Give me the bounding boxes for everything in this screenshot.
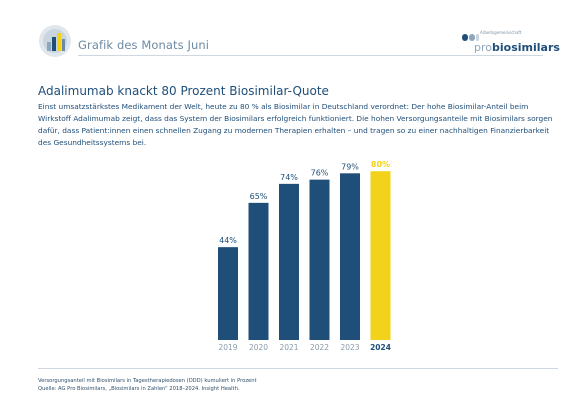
data-label-2023: 79%	[341, 162, 359, 171]
data-label-2021: 74%	[280, 173, 298, 182]
footnote-line-1: Versorgungsanteil mit Biosimilars in Tag…	[38, 378, 257, 384]
data-label-2019: 44%	[219, 236, 237, 245]
logo-subtitle: Arbeitsgemeinschaft	[480, 30, 522, 35]
x-tick-2024: 2024	[370, 343, 391, 352]
logo-wordmark-pro: pro	[474, 41, 492, 54]
article-title: Adalimumab knackt 80 Prozent Biosimilar-…	[38, 84, 329, 98]
x-tick-2022: 2022	[310, 343, 329, 352]
bar-2023	[340, 173, 360, 340]
header-title: Grafik des Monats Juni	[78, 38, 210, 52]
header-divider	[78, 55, 543, 56]
x-tick-2020: 2020	[249, 343, 268, 352]
logo-dot-navy	[462, 34, 468, 41]
x-tick-2021: 2021	[279, 343, 298, 352]
bar-2020	[248, 202, 269, 340]
footer-divider	[38, 368, 558, 369]
bar-2022	[309, 179, 330, 340]
page-header: Grafik des Monats Juni Arbeitsgemeinscha…	[0, 0, 586, 70]
x-tick-2023: 2023	[340, 343, 359, 352]
data-label-2022: 76%	[311, 169, 329, 178]
x-tick-2019: 2019	[218, 343, 237, 352]
data-label-2024: 80%	[371, 160, 390, 169]
logo-dot-gray	[469, 34, 475, 41]
chart-logo-icon	[39, 25, 71, 57]
footnote: Versorgungsanteil mit Biosimilars in Tag…	[38, 377, 257, 393]
bar-2019	[218, 247, 238, 340]
logo-wordmark: probiosimilars	[474, 41, 560, 54]
logo-wordmark-biosimilars: biosimilars	[492, 41, 560, 54]
bar-2024	[370, 171, 391, 340]
article-description: Einst umsatzstärkstes Medikament der Wel…	[38, 102, 553, 147]
logo-dot-light	[476, 34, 479, 41]
probiosimilars-logo: Arbeitsgemeinschaft probiosimilars	[462, 30, 560, 58]
footnote-line-2: Quelle: AG Pro Biosimilars, „Biosimilars…	[38, 386, 240, 392]
data-label-2020: 65%	[250, 192, 268, 201]
bar-2021	[279, 183, 299, 340]
